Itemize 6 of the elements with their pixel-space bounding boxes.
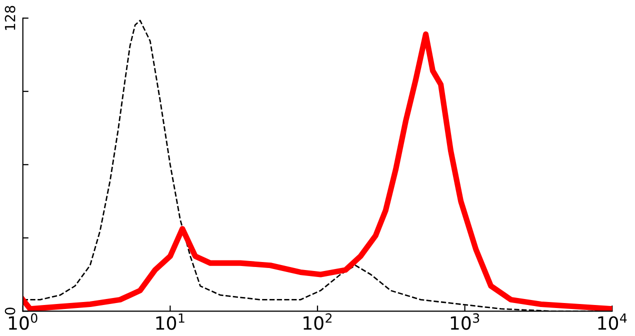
x-tick-label: 10$^{1}$ (156, 313, 184, 330)
x-tick-label: 10$^{2}$ (304, 313, 332, 330)
y-tick-label: 128 (4, 6, 16, 30)
x-tick-label: 10$^{4}$ (598, 313, 627, 330)
y-tick-label: 0 (4, 308, 16, 315)
x-tick-label: 10$^{3}$ (450, 313, 480, 330)
